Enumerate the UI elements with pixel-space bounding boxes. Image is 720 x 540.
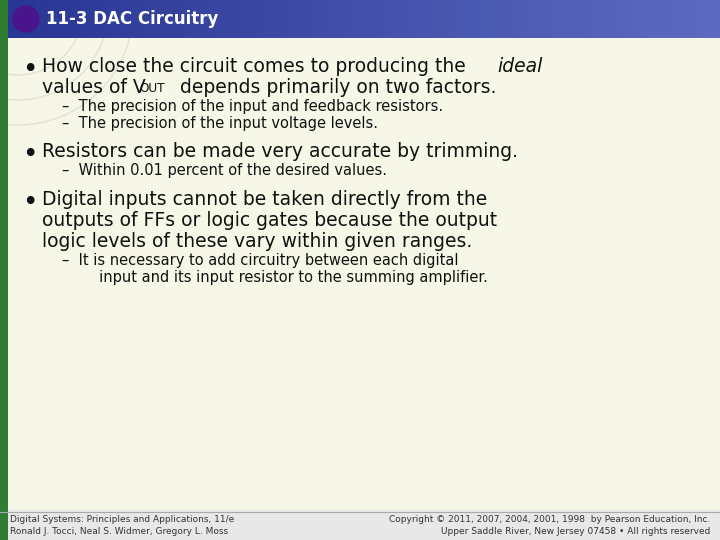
- Text: values of V: values of V: [42, 78, 145, 97]
- FancyBboxPatch shape: [144, 0, 156, 38]
- FancyBboxPatch shape: [504, 0, 516, 38]
- FancyBboxPatch shape: [516, 0, 528, 38]
- Text: •: •: [22, 57, 37, 83]
- FancyBboxPatch shape: [588, 0, 600, 38]
- FancyBboxPatch shape: [324, 0, 336, 38]
- FancyBboxPatch shape: [60, 0, 73, 38]
- FancyBboxPatch shape: [240, 0, 253, 38]
- Circle shape: [13, 6, 39, 32]
- FancyBboxPatch shape: [612, 0, 624, 38]
- FancyBboxPatch shape: [564, 0, 577, 38]
- FancyBboxPatch shape: [636, 0, 649, 38]
- FancyBboxPatch shape: [468, 0, 480, 38]
- FancyBboxPatch shape: [600, 0, 613, 38]
- FancyBboxPatch shape: [696, 0, 708, 38]
- FancyBboxPatch shape: [120, 0, 132, 38]
- Text: input and its input resistor to the summing amplifier.: input and its input resistor to the summ…: [76, 270, 488, 285]
- FancyBboxPatch shape: [0, 0, 8, 540]
- FancyBboxPatch shape: [660, 0, 672, 38]
- FancyBboxPatch shape: [540, 0, 552, 38]
- FancyBboxPatch shape: [684, 0, 696, 38]
- FancyBboxPatch shape: [276, 0, 289, 38]
- FancyBboxPatch shape: [84, 0, 96, 38]
- Text: –  The precision of the input voltage levels.: – The precision of the input voltage lev…: [62, 116, 378, 131]
- Text: depends primarily on two factors.: depends primarily on two factors.: [174, 78, 496, 97]
- Text: 11-3 DAC Circuitry: 11-3 DAC Circuitry: [46, 10, 218, 28]
- FancyBboxPatch shape: [708, 0, 720, 38]
- FancyBboxPatch shape: [348, 0, 361, 38]
- Text: How close the circuit comes to producing the: How close the circuit comes to producing…: [42, 57, 472, 76]
- FancyBboxPatch shape: [24, 0, 37, 38]
- FancyBboxPatch shape: [444, 0, 456, 38]
- Text: Digital inputs cannot be taken directly from the: Digital inputs cannot be taken directly …: [42, 190, 487, 209]
- FancyBboxPatch shape: [0, 10, 720, 510]
- FancyBboxPatch shape: [384, 0, 397, 38]
- FancyBboxPatch shape: [12, 0, 24, 38]
- FancyBboxPatch shape: [204, 0, 217, 38]
- FancyBboxPatch shape: [36, 0, 48, 38]
- FancyBboxPatch shape: [180, 0, 192, 38]
- FancyBboxPatch shape: [168, 0, 181, 38]
- Text: Copyright © 2011, 2007, 2004, 2001, 1998  by Pearson Education, Inc.
Upper Saddl: Copyright © 2011, 2007, 2004, 2001, 1998…: [389, 515, 710, 537]
- Text: ideal: ideal: [497, 57, 542, 76]
- FancyBboxPatch shape: [312, 0, 325, 38]
- Text: •: •: [22, 143, 37, 168]
- FancyBboxPatch shape: [96, 0, 109, 38]
- FancyBboxPatch shape: [432, 0, 444, 38]
- FancyBboxPatch shape: [492, 0, 505, 38]
- FancyBboxPatch shape: [108, 0, 120, 38]
- FancyBboxPatch shape: [396, 0, 408, 38]
- FancyBboxPatch shape: [528, 0, 541, 38]
- FancyBboxPatch shape: [264, 0, 276, 38]
- Text: –  Within 0.01 percent of the desired values.: – Within 0.01 percent of the desired val…: [62, 163, 387, 178]
- FancyBboxPatch shape: [156, 0, 168, 38]
- FancyBboxPatch shape: [624, 0, 636, 38]
- FancyBboxPatch shape: [132, 0, 145, 38]
- FancyBboxPatch shape: [0, 0, 12, 38]
- Text: –  It is necessary to add circuitry between each digital: – It is necessary to add circuitry betwe…: [62, 253, 459, 268]
- FancyBboxPatch shape: [216, 0, 228, 38]
- Text: Resistors can be made very accurate by trimming.: Resistors can be made very accurate by t…: [42, 143, 518, 161]
- FancyBboxPatch shape: [648, 0, 660, 38]
- Text: –  The precision of the input and feedback resistors.: – The precision of the input and feedbac…: [62, 99, 443, 114]
- FancyBboxPatch shape: [336, 0, 348, 38]
- Text: logic levels of these vary within given ranges.: logic levels of these vary within given …: [42, 232, 472, 251]
- FancyBboxPatch shape: [456, 0, 469, 38]
- FancyBboxPatch shape: [420, 0, 433, 38]
- FancyBboxPatch shape: [480, 0, 492, 38]
- FancyBboxPatch shape: [552, 0, 564, 38]
- FancyBboxPatch shape: [288, 0, 300, 38]
- FancyBboxPatch shape: [576, 0, 588, 38]
- FancyBboxPatch shape: [372, 0, 384, 38]
- FancyBboxPatch shape: [672, 0, 685, 38]
- FancyBboxPatch shape: [72, 0, 84, 38]
- FancyBboxPatch shape: [360, 0, 372, 38]
- FancyBboxPatch shape: [228, 0, 240, 38]
- Text: OUT: OUT: [139, 82, 165, 95]
- FancyBboxPatch shape: [300, 0, 312, 38]
- Text: •: •: [22, 190, 37, 216]
- FancyBboxPatch shape: [408, 0, 420, 38]
- Text: Digital Systems: Principles and Applications, 11/e
Ronald J. Tocci, Neal S. Widm: Digital Systems: Principles and Applicat…: [10, 515, 234, 537]
- Text: outputs of FFs or logic gates because the output: outputs of FFs or logic gates because th…: [42, 211, 497, 230]
- FancyBboxPatch shape: [252, 0, 264, 38]
- FancyBboxPatch shape: [192, 0, 204, 38]
- FancyBboxPatch shape: [48, 0, 60, 38]
